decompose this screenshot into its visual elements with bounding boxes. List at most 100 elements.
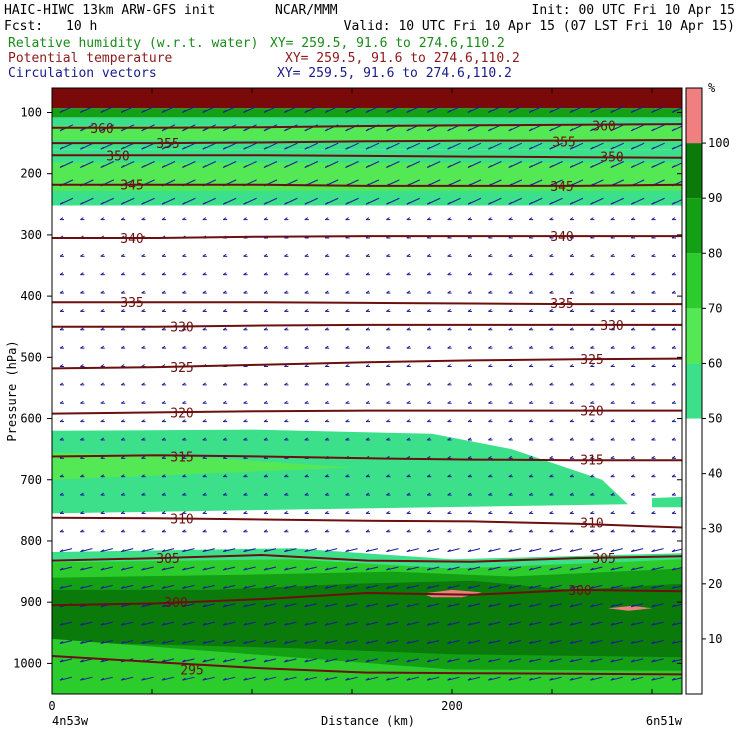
wind-vector	[365, 548, 379, 553]
wind-vector-head	[243, 128, 247, 132]
wind-vector-head	[222, 201, 227, 205]
wind-vector-head	[80, 110, 84, 113]
wind-vector-head	[528, 345, 533, 349]
wind-vector	[406, 566, 419, 571]
wind-vector-head	[141, 217, 145, 221]
wind-vector-head	[182, 110, 186, 113]
wind-vector-head	[488, 110, 492, 113]
wind-vector	[590, 658, 603, 663]
theta-contour	[52, 409, 682, 415]
wind-vector	[223, 639, 236, 644]
wind-vector-head	[651, 110, 655, 113]
wind-vector-head	[467, 201, 472, 205]
wind-vector	[284, 566, 297, 571]
wind-vector-head	[161, 345, 166, 349]
wind-vector-head	[467, 641, 472, 644]
wind-vector-head	[508, 253, 513, 257]
wind-vector	[325, 584, 338, 589]
wind-vector-head	[651, 567, 655, 571]
wind-vector-head	[304, 622, 309, 626]
wind-vector-head	[141, 364, 145, 367]
wind-vector-head	[80, 146, 84, 150]
wind-vector-head	[365, 345, 370, 349]
wind-vector-head	[426, 309, 431, 312]
wind-vector	[365, 584, 379, 589]
wind-vector-head	[202, 290, 207, 294]
wind-vector-head	[426, 567, 431, 571]
wind-vector-head	[671, 455, 676, 459]
wind-vector	[365, 658, 379, 663]
wind-vector-head	[508, 327, 513, 331]
theta-contour	[52, 154, 682, 159]
wind-vector-head	[447, 549, 451, 553]
wind-vector-head	[488, 529, 492, 533]
wind-vector-head	[488, 290, 492, 294]
wind-vector-head	[610, 309, 615, 312]
wind-vector-head	[651, 529, 655, 533]
wind-vector-head	[202, 419, 207, 423]
wind-vector	[284, 621, 297, 626]
wind-vector	[631, 566, 644, 571]
wind-vector-head	[141, 290, 145, 294]
theta-contour-label: 355	[156, 137, 179, 152]
wind-vector-head	[467, 567, 472, 571]
wind-vector-head	[426, 400, 431, 404]
field-theta-name: Potential temperature	[8, 51, 173, 66]
wind-vector-head	[202, 585, 207, 589]
wind-vector	[590, 566, 603, 571]
wind-vector-head	[508, 455, 513, 459]
wind-vector-head	[324, 585, 329, 589]
wind-vector-head	[426, 201, 431, 205]
wind-vector-head	[549, 677, 553, 681]
wind-vector-head	[651, 604, 655, 608]
wind-vector	[263, 548, 277, 553]
wind-vector-head	[406, 327, 411, 331]
wind-vector-head	[630, 400, 635, 404]
wind-vector-head	[304, 364, 309, 367]
wind-vector-head	[549, 419, 553, 423]
wind-vector	[569, 548, 583, 553]
theta-contour-label: 360	[90, 122, 113, 137]
wind-vector-head	[671, 492, 676, 496]
wind-vector-head	[610, 455, 615, 459]
wind-vector-head	[467, 437, 472, 441]
wind-vector-head	[447, 290, 451, 294]
wind-vector-head	[528, 549, 533, 553]
wind-vector-head	[467, 272, 472, 276]
wind-vector	[549, 584, 562, 589]
y-tick-label: 800	[20, 534, 42, 548]
wind-vector-head	[671, 327, 676, 331]
wind-vector-head	[426, 492, 431, 496]
wind-vector-head	[549, 146, 553, 150]
theta-contour	[52, 139, 682, 145]
wind-vector-head	[508, 146, 513, 150]
wind-vector-head	[284, 567, 288, 571]
wind-vector-head	[508, 659, 513, 663]
theta-contour-label: 300	[568, 584, 591, 599]
wind-vector-head	[263, 622, 268, 626]
theta-contour-label: 330	[170, 321, 193, 336]
wind-vector-head	[528, 659, 533, 663]
wind-vector-head	[508, 549, 513, 553]
wind-vector-head	[202, 604, 207, 608]
wind-vector-head	[386, 290, 390, 294]
wind-vector-head	[508, 201, 513, 205]
wind-vector	[161, 621, 175, 626]
wind-vector-head	[141, 622, 145, 626]
wind-vector-head	[141, 309, 145, 312]
wind-vector-head	[202, 549, 207, 553]
wind-vector-head	[651, 272, 655, 276]
wind-vector-head	[467, 604, 472, 608]
wind-vector	[284, 584, 297, 589]
wind-vector-head	[161, 327, 166, 331]
wind-vector-head	[426, 659, 431, 663]
wind-vector-head	[120, 217, 125, 221]
wind-vector-head	[671, 400, 676, 404]
wind-vector-head	[263, 511, 268, 514]
wind-vector-head	[590, 110, 594, 113]
wind-vector-head	[447, 622, 451, 626]
y-axis-title: Pressure (hPa)	[5, 340, 19, 441]
wind-vector	[569, 566, 583, 571]
wind-vector-head	[549, 474, 553, 478]
wind-vector	[631, 603, 644, 608]
